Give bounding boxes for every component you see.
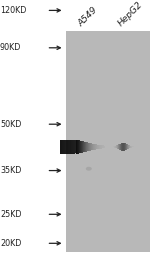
Bar <box>74 140 75 153</box>
Bar <box>61 140 62 154</box>
Bar <box>98 145 99 149</box>
Text: 90KD: 90KD <box>0 43 21 52</box>
Bar <box>101 145 102 149</box>
Bar <box>84 142 85 152</box>
Bar <box>103 145 104 148</box>
Bar <box>83 141 84 152</box>
Bar <box>89 143 90 151</box>
Bar <box>80 141 81 153</box>
Ellipse shape <box>86 167 92 171</box>
Text: A549: A549 <box>76 5 99 28</box>
Bar <box>64 140 65 154</box>
Bar <box>62 140 63 154</box>
Bar <box>92 143 93 150</box>
Bar <box>90 143 91 151</box>
Bar <box>79 140 80 153</box>
Bar <box>69 140 70 154</box>
Bar <box>94 144 95 150</box>
Bar <box>104 145 105 148</box>
Text: 35KD: 35KD <box>0 166 21 175</box>
Bar <box>81 141 82 153</box>
Bar <box>97 144 98 149</box>
Bar <box>75 140 76 153</box>
Bar <box>71 140 72 154</box>
Text: 120KD: 120KD <box>0 6 26 15</box>
Text: 20KD: 20KD <box>0 239 21 248</box>
Bar <box>87 142 88 151</box>
Bar <box>82 141 83 153</box>
Bar <box>68 140 69 154</box>
Text: 50KD: 50KD <box>0 120 21 129</box>
Bar <box>85 142 86 152</box>
Bar <box>103 145 104 148</box>
Bar <box>60 140 61 154</box>
Bar <box>88 143 89 151</box>
Bar <box>66 31 150 252</box>
Bar <box>93 144 94 150</box>
Bar <box>70 140 71 154</box>
Bar <box>85 142 86 152</box>
Bar <box>99 145 100 149</box>
Bar <box>78 140 79 153</box>
Bar <box>91 143 92 150</box>
Text: HepG2: HepG2 <box>117 0 145 28</box>
Text: 25KD: 25KD <box>0 210 21 219</box>
Bar <box>96 144 97 149</box>
Bar <box>100 145 101 149</box>
Bar <box>73 140 74 153</box>
Bar <box>100 145 101 149</box>
Bar <box>65 140 66 154</box>
Bar <box>66 140 67 154</box>
Bar <box>102 145 103 149</box>
Bar <box>63 140 64 154</box>
Bar <box>76 140 77 154</box>
Bar <box>72 140 73 154</box>
Bar <box>77 140 78 154</box>
Bar <box>67 140 68 154</box>
Bar <box>95 144 96 150</box>
Bar <box>82 141 83 153</box>
Bar <box>86 142 87 152</box>
